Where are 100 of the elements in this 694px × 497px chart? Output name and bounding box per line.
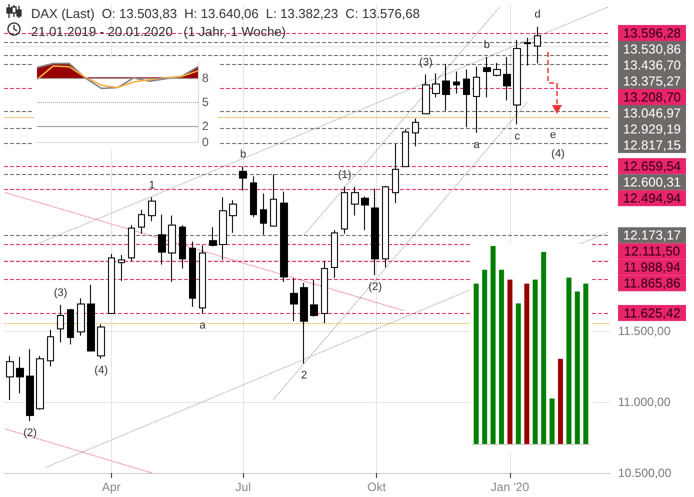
y-tick-label: 10.500,00 (618, 466, 672, 480)
candlestick (47, 329, 54, 367)
ref-line-label: 12.817,15 (623, 137, 681, 152)
candlestick (179, 224, 186, 269)
annotation: d (534, 8, 541, 21)
candlestick (239, 166, 247, 192)
y-tick-label: 2 (202, 119, 209, 133)
candlestick (463, 69, 470, 128)
candlestick (341, 186, 348, 234)
candlestick (321, 260, 328, 324)
candlestick (290, 278, 298, 322)
candlestick (534, 26, 541, 64)
annotation: (4) (94, 364, 108, 377)
candlestick (229, 200, 237, 234)
candlestick (158, 214, 166, 266)
y-tick-label: 8 (202, 71, 209, 85)
candlestick (250, 176, 257, 218)
candlestick (493, 62, 501, 77)
candlestick (57, 304, 64, 343)
annotation: 2 (301, 370, 308, 382)
candlestick (310, 280, 318, 318)
chart-title: DAX (Last) O: 13.503,83 H: 13.640,06 L: 13.382,23 C: 13.576,68 (31, 6, 420, 21)
ref-line-label: 13.046,97 (623, 105, 681, 120)
candlestick (148, 196, 156, 222)
candlestick (26, 348, 34, 422)
bar (583, 284, 588, 444)
annotation: a (200, 320, 207, 332)
bar (474, 284, 479, 444)
ref-line-label: 13.436,70 (623, 57, 681, 72)
bar (566, 278, 572, 444)
y-tick-label: 11.500,00 (618, 324, 671, 338)
y-tick-label: 0 (202, 135, 209, 149)
bar (516, 303, 521, 444)
ref-line-label: 13.596,28 (623, 25, 681, 40)
annotation: (2) (23, 427, 37, 440)
candlestick (189, 240, 196, 308)
bar (532, 280, 538, 444)
bar (574, 292, 580, 444)
candlestick (351, 186, 359, 216)
bar (507, 280, 512, 444)
candlestick (77, 298, 85, 336)
candlestick (473, 66, 480, 134)
y-tick-label: 11.000,00 (618, 394, 671, 409)
candlestick (392, 143, 399, 204)
candlestick (432, 72, 440, 98)
candlestick (36, 355, 44, 410)
ref-line-label: 11.625,42 (624, 306, 680, 321)
ref-line-label: 12.659,54 (623, 158, 681, 174)
ref-line-label: 12.929,19 (623, 121, 681, 136)
x-tick-label: Jul (236, 480, 251, 494)
annotation: e (550, 129, 556, 141)
candlestick (97, 324, 105, 360)
candlestick (108, 253, 115, 314)
bar (524, 284, 530, 444)
candlestick (331, 229, 338, 279)
candlestick (524, 37, 531, 66)
ref-line-label: 11.988,94 (624, 260, 680, 275)
candlestick (138, 209, 145, 234)
candlestick (483, 56, 491, 98)
ref-line-label: 12.494,94 (623, 190, 681, 206)
candlestick (412, 118, 419, 147)
annotation: (2) (368, 281, 382, 294)
candlestick (168, 215, 176, 282)
candlestick (442, 63, 450, 112)
bar (550, 398, 555, 444)
annotation: 1 (148, 179, 155, 192)
x-tick-label: Apr (102, 480, 121, 494)
candlestick (219, 196, 227, 260)
candlestick (300, 282, 308, 364)
y-tick-label: 5 (202, 95, 209, 109)
annotation: (3) (54, 286, 68, 299)
candlestick (209, 226, 217, 247)
candlestick (280, 191, 288, 282)
candlestick (67, 308, 74, 345)
candlestick (270, 174, 277, 227)
annotation: b (240, 148, 246, 161)
bar (499, 270, 504, 444)
bar (490, 246, 496, 444)
x-tick-label: Okt (367, 480, 387, 494)
candlestick (128, 224, 135, 262)
candlestick (361, 196, 369, 230)
ref-line-label: 12.111,50 (624, 244, 680, 259)
bar (482, 270, 488, 444)
annotation: c (514, 130, 520, 142)
candlestick (6, 355, 14, 401)
x-tick-label: Jan '20 (490, 480, 530, 494)
candlestick (371, 188, 379, 276)
candlestick (503, 56, 511, 101)
candlestick (118, 254, 125, 282)
ref-line-label: 13.375,27 (623, 73, 681, 88)
ref-line-label: 12.173,17 (623, 228, 681, 243)
candlestick (402, 128, 409, 168)
candlestick (87, 284, 95, 352)
ref-line-label: 12.600,31 (623, 174, 681, 190)
candlestick (422, 74, 430, 114)
bar (558, 358, 563, 444)
candlestick (513, 39, 521, 125)
ref-line-label: 13.530,86 (623, 41, 681, 56)
annotation: (4) (551, 148, 565, 160)
candlestick (199, 244, 206, 314)
